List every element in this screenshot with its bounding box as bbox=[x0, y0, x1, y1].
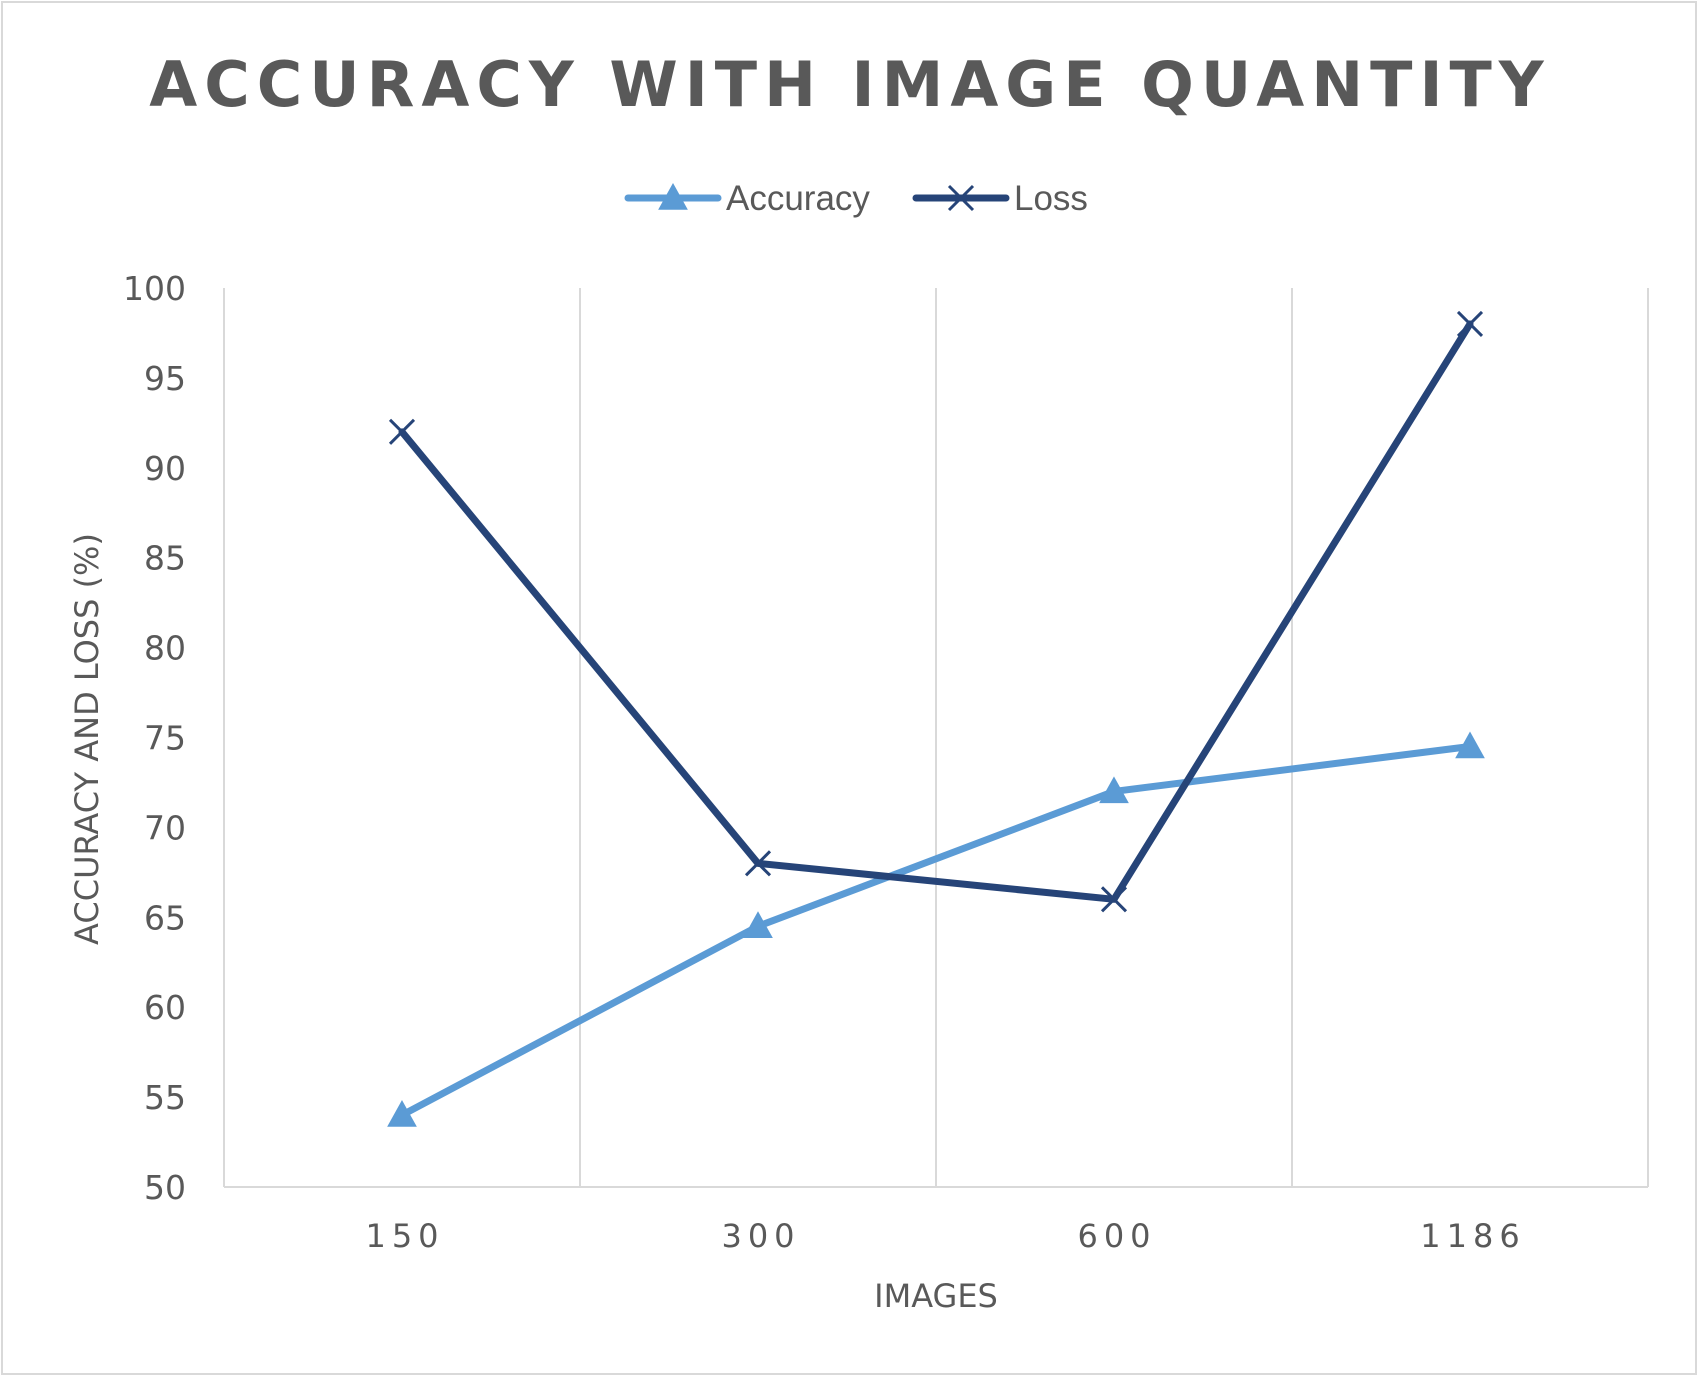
legend-item-accuracy: Accuracy bbox=[624, 179, 870, 218]
x-axis-label: IMAGES bbox=[874, 1277, 998, 1315]
gridlines bbox=[223, 288, 1649, 1187]
y-tick-label: 65 bbox=[144, 898, 186, 937]
series-lines bbox=[398, 320, 1474, 1119]
y-axis-label: ACCURACY AND LOSS (%) bbox=[68, 533, 106, 945]
y-tick-label: 85 bbox=[144, 539, 186, 578]
x-tick-label: 150 bbox=[365, 1217, 444, 1255]
accuracy-point bbox=[743, 911, 773, 938]
x-axis-ticks: 150 300 600 1186 bbox=[365, 1217, 1525, 1255]
loss-point bbox=[744, 850, 772, 877]
legend: Accuracy Loss bbox=[624, 179, 1088, 218]
loss-point bbox=[1456, 310, 1484, 338]
series-markers bbox=[387, 310, 1485, 1127]
y-tick-label: 50 bbox=[144, 1168, 186, 1207]
loss-point bbox=[388, 418, 416, 445]
y-tick-label: 75 bbox=[144, 719, 186, 758]
y-axis-ticks: 50 55 60 65 70 75 80 85 90 95 100 bbox=[123, 269, 186, 1207]
legend-label: Loss bbox=[1014, 179, 1088, 218]
x-tick-label: 1186 bbox=[1420, 1217, 1525, 1255]
accuracy-point bbox=[1455, 731, 1485, 759]
y-tick-label: 95 bbox=[144, 359, 186, 398]
x-tick-label: 300 bbox=[721, 1217, 800, 1255]
loss-point bbox=[1100, 886, 1128, 913]
legend-item-loss: Loss bbox=[912, 179, 1088, 218]
legend-label: Accuracy bbox=[726, 179, 870, 218]
x-tick-label: 600 bbox=[1077, 1217, 1156, 1255]
y-tick-label: 55 bbox=[144, 1078, 186, 1117]
loss-point bbox=[947, 184, 975, 212]
y-tick-label: 70 bbox=[144, 808, 186, 847]
y-tick-label: 100 bbox=[123, 269, 186, 308]
accuracy-point bbox=[387, 1100, 417, 1127]
accuracy-line bbox=[398, 742, 1474, 1119]
accuracy-point bbox=[658, 182, 688, 210]
loss-line bbox=[398, 320, 1474, 903]
accuracy-point bbox=[1099, 776, 1129, 804]
y-tick-label: 60 bbox=[144, 988, 186, 1027]
chart-title: ACCURACY WITH IMAGE QUANTITY bbox=[149, 48, 1550, 121]
y-tick-label: 80 bbox=[144, 629, 186, 668]
y-tick-label: 90 bbox=[144, 449, 186, 488]
